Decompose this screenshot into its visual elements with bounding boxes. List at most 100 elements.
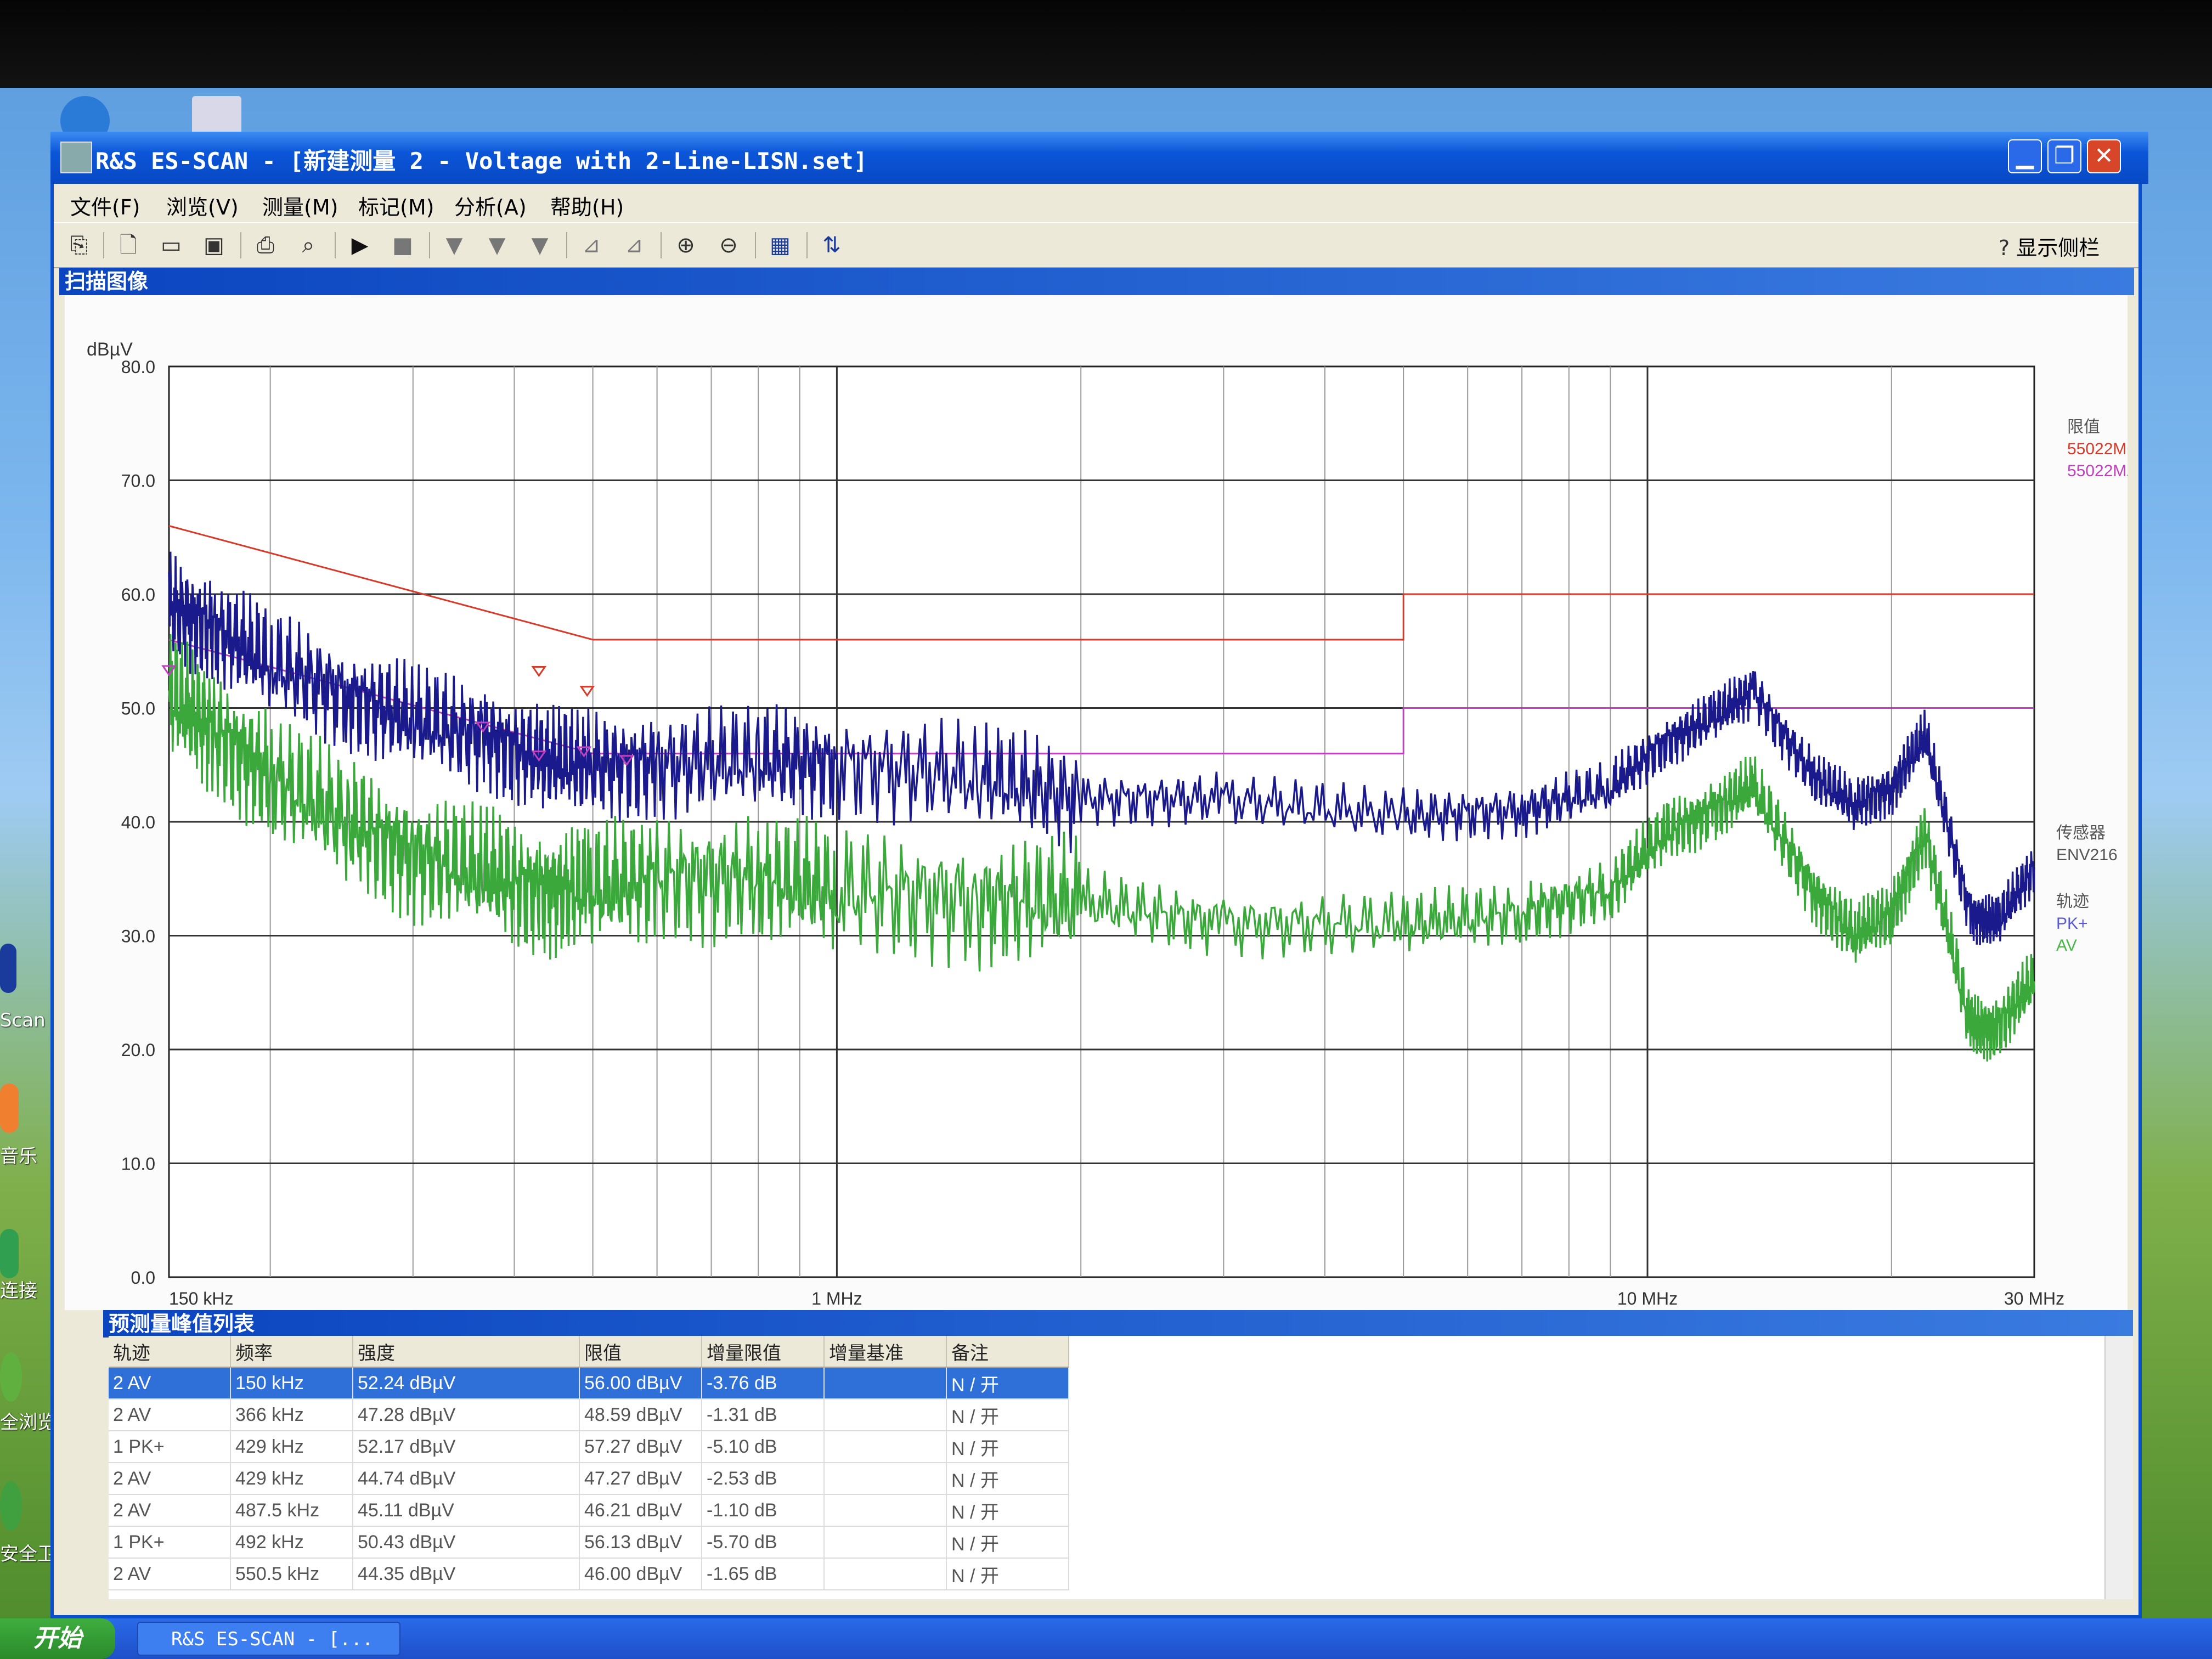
- y-axis-unit-label: dBµV: [87, 339, 133, 360]
- table-row[interactable]: 2 AV 550.5 kHz 44.35 dBµV 46.00 dBµV -1.65 d…: [109, 1558, 1069, 1590]
- menu-measure[interactable]: 测量(M): [262, 195, 338, 219]
- app-icon[interactable]: [60, 142, 92, 173]
- peak-marker[interactable]: [579, 686, 595, 697]
- marker-1-icon[interactable]: ▼: [445, 233, 463, 258]
- peak-marker[interactable]: [161, 665, 177, 676]
- desktop-label-connect[interactable]: 连接: [0, 1280, 37, 1302]
- network-icon[interactable]: [0, 1229, 19, 1278]
- es-scan-icon[interactable]: [0, 944, 16, 993]
- cell-delta-ref: [824, 1431, 947, 1463]
- y-tick-label: 10.0: [121, 1154, 155, 1174]
- maximize-button[interactable]: ❐: [2047, 139, 2081, 173]
- table-header-row: 轨迹 频率 强度 限值 增量限值 增量基准 备注: [109, 1336, 1069, 1368]
- cell-trace: 2 AV: [109, 1494, 231, 1527]
- table-row[interactable]: 1 PK+ 492 kHz 50.43 dBµV 56.13 dBµV -5.70 dB…: [109, 1526, 1069, 1559]
- marker-3-icon[interactable]: ▼: [531, 233, 549, 258]
- limit-line-icon[interactable]: ⇅: [822, 233, 841, 258]
- title-bar[interactable]: R&S ES-SCAN - [新建测量 2 - Voltage with 2-L…: [50, 132, 2148, 184]
- zoom-out-icon[interactable]: ⊖: [719, 233, 738, 258]
- new-file-icon[interactable]: 🗋: [119, 233, 138, 258]
- y-tick-label: 70.0: [121, 471, 155, 491]
- run-icon[interactable]: ▶: [351, 233, 369, 258]
- y-tick-label: 0.0: [131, 1268, 155, 1288]
- peak-marker[interactable]: [619, 755, 635, 766]
- toolbar-separator: [103, 232, 104, 258]
- marker-2-icon[interactable]: ▼: [488, 233, 506, 258]
- column-header-limit[interactable]: 限值: [579, 1336, 702, 1368]
- cell-comment: N / 开: [946, 1431, 1069, 1463]
- column-header-level[interactable]: 强度: [353, 1336, 580, 1368]
- cell-limit: 56.13 dBµV: [579, 1526, 702, 1559]
- y-tick-label: 80.0: [121, 357, 155, 377]
- column-header-comment[interactable]: 备注: [946, 1336, 1069, 1368]
- legend-transducer: ENV216: [2056, 846, 2118, 864]
- peak-marker[interactable]: [475, 721, 491, 733]
- peak-table: 轨迹 频率 强度 限值 增量限值 增量基准 备注 2 AV 150 kHz 52.2…: [109, 1336, 2133, 1599]
- toolbar-separator: [335, 232, 336, 258]
- column-header-trace[interactable]: 轨迹: [109, 1336, 231, 1368]
- open-folder-icon[interactable]: ▭: [161, 233, 182, 258]
- cell-comment: N / 开: [946, 1558, 1069, 1590]
- table-row[interactable]: 2 AV 366 kHz 47.28 dBµV 48.59 dBµV -1.31 dB N…: [109, 1399, 1069, 1431]
- cell-limit: 46.00 dBµV: [579, 1558, 702, 1590]
- cell-limit: 48.59 dBµV: [579, 1399, 702, 1431]
- table-vertical-scrollbar[interactable]: [2104, 1336, 2133, 1599]
- menu-view[interactable]: 浏览(V): [166, 195, 239, 219]
- music-icon[interactable]: [0, 1084, 19, 1133]
- minimize-button[interactable]: ▁: [2008, 139, 2042, 173]
- copy-icon[interactable]: ⎘: [70, 233, 88, 258]
- cell-delta-limit: -3.76 dB: [702, 1367, 825, 1400]
- browser-icon[interactable]: [0, 1352, 22, 1402]
- stop-icon[interactable]: ■: [392, 233, 413, 258]
- taskbar-es-scan-button[interactable]: R&S ES-SCAN - [...: [137, 1622, 400, 1656]
- table-row[interactable]: 2 AV 150 kHz 52.24 dBµV 56.00 dBµV -3.76 dB N…: [109, 1367, 1069, 1400]
- cell-frequency: 487.5 kHz: [230, 1494, 353, 1527]
- security-icon[interactable]: [0, 1481, 22, 1531]
- scan-panel-header: 扫描图像: [59, 268, 2134, 295]
- save-icon[interactable]: ▣: [204, 233, 224, 258]
- menu-file[interactable]: 文件(F): [70, 195, 140, 219]
- menu-help[interactable]: 帮助(H): [550, 195, 624, 219]
- cell-trace: 2 AV: [109, 1463, 231, 1495]
- desktop-label-browser[interactable]: 全浏览: [0, 1412, 56, 1434]
- print-preview-icon[interactable]: ⌕: [302, 233, 315, 258]
- column-header-delta-limit[interactable]: 增量限值: [702, 1336, 825, 1368]
- cell-frequency: 429 kHz: [230, 1431, 353, 1463]
- table-row[interactable]: 2 AV 429 kHz 44.74 dBµV 47.27 dBµV -2.53 dB N…: [109, 1463, 1069, 1495]
- close-button[interactable]: ✕: [2087, 139, 2121, 173]
- legend-limit-title: 限值: [2067, 418, 2100, 436]
- table-row[interactable]: 2 AV 487.5 kHz 45.11 dBµV 46.21 dBµV -1.10 d…: [109, 1494, 1069, 1527]
- peak-marker[interactable]: [531, 665, 547, 678]
- cell-comment: N / 开: [946, 1399, 1069, 1431]
- desktop-label-scan[interactable]: Scan: [0, 1009, 46, 1031]
- cell-comment: N / 开: [946, 1526, 1069, 1559]
- cell-trace: 1 PK+: [109, 1431, 231, 1463]
- start-button[interactable]: 开始: [0, 1618, 115, 1659]
- table-row[interactable]: 1 PK+ 429 kHz 52.17 dBµV 57.27 dBµV -5.10 dB…: [109, 1431, 1069, 1463]
- cell-level: 44.35 dBµV: [353, 1558, 580, 1590]
- peak-list-icon[interactable]: ⊿: [625, 233, 644, 258]
- menu-analysis[interactable]: 分析(A): [454, 195, 527, 219]
- scan-icon[interactable]: ▦: [770, 233, 791, 258]
- cell-trace: 2 AV: [109, 1367, 231, 1400]
- print-icon[interactable]: ⎙: [257, 233, 274, 258]
- taskbar: 开始 R&S ES-SCAN - [...: [0, 1618, 2212, 1659]
- cell-delta-limit: -1.10 dB: [702, 1494, 825, 1527]
- peak-marker[interactable]: [576, 746, 592, 758]
- menu-marker[interactable]: 标记(M): [358, 195, 435, 219]
- peak-search-icon[interactable]: ⊿: [582, 233, 601, 258]
- scan-chart[interactable]: 80.0 70.0 60.0 50.0 40.0 30.0 20.0 10.0 0.0 dBµV 1…: [65, 295, 2128, 1310]
- cell-delta-limit: -5.10 dB: [702, 1431, 825, 1463]
- x-tick-label: 30 MHz: [2004, 1289, 2064, 1308]
- column-header-frequency[interactable]: 频率: [230, 1336, 353, 1368]
- x-tick-label: 1 MHz: [811, 1289, 862, 1308]
- desktop-label-music[interactable]: 音乐: [0, 1146, 37, 1167]
- cell-frequency: 550.5 kHz: [230, 1558, 353, 1590]
- zoom-in-icon[interactable]: ⊕: [676, 233, 695, 258]
- column-header-delta-ref[interactable]: 增量基准: [824, 1336, 947, 1368]
- cell-delta-ref: [824, 1463, 947, 1495]
- x-tick-label: 150 kHz: [169, 1289, 233, 1308]
- show-sidebar-button[interactable]: ? 显示侧栏: [1999, 231, 2100, 261]
- peak-marker[interactable]: [531, 751, 547, 762]
- help-icon: ?: [1999, 236, 2017, 260]
